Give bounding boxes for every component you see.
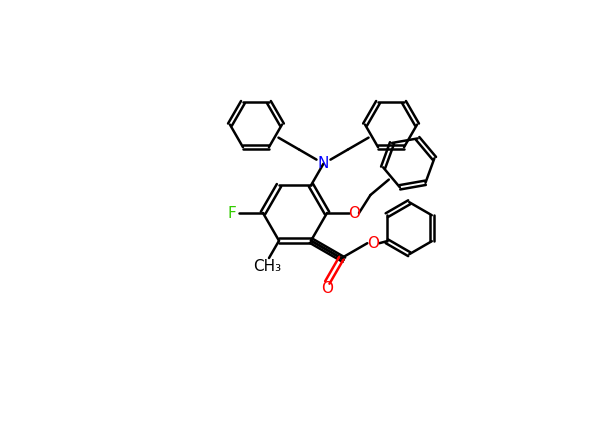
Text: N: N xyxy=(318,156,329,171)
Text: O: O xyxy=(322,281,334,296)
Text: F: F xyxy=(227,206,236,221)
Text: O: O xyxy=(348,206,360,221)
Text: CH₃: CH₃ xyxy=(253,259,281,273)
Text: O: O xyxy=(367,236,379,251)
